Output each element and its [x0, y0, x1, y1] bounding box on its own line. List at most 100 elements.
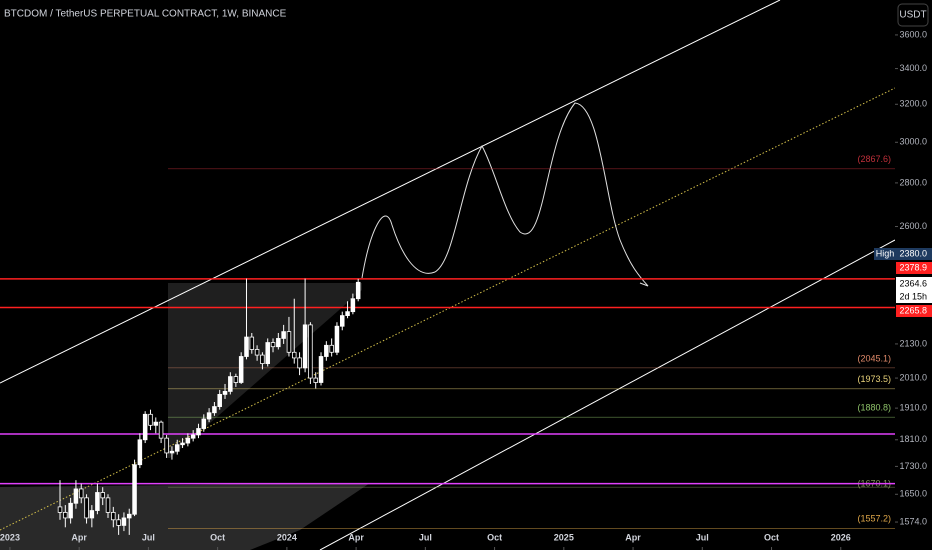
candle-body [228, 376, 233, 392]
candle-body [196, 428, 201, 436]
x-tick-label: 2025 [554, 532, 574, 542]
candle-body [111, 511, 116, 521]
candle-body [84, 497, 89, 519]
candle-body [63, 511, 68, 519]
y-tick-label: 3200.0 [899, 99, 927, 109]
y-tick-label: 1910.0 [899, 402, 927, 412]
level-label: (2867.6) [857, 154, 891, 164]
countdown: 2d 15h [899, 291, 927, 301]
candle-body [313, 377, 318, 383]
projection-drawing [361, 102, 649, 287]
y-tick-label: 2130.0 [899, 338, 927, 348]
candle-body [137, 439, 143, 466]
level-label: (1973.5) [857, 374, 891, 384]
candle-body [153, 421, 159, 426]
candle-body [132, 464, 137, 515]
y-tick-label: 2010.0 [899, 372, 927, 382]
y-tick-label: 3600.0 [899, 29, 927, 39]
candle-body [105, 497, 111, 513]
x-tick-label: Apr [625, 532, 641, 542]
candle-body [148, 413, 153, 426]
y-tick-label: 3400.0 [899, 63, 927, 73]
candle-body [318, 356, 324, 383]
candle-body [169, 450, 175, 454]
candle-body [190, 434, 196, 439]
candle-body [164, 437, 169, 454]
last-price: 2364.6 [899, 278, 927, 288]
x-tick-label: Oct [764, 532, 779, 542]
y-tick-label: 1730.0 [899, 461, 927, 471]
candle-body [238, 356, 244, 383]
shaded-zone [168, 283, 362, 458]
candle-body [340, 315, 345, 327]
candle-body [73, 488, 79, 504]
y-tick-label: 1810.0 [899, 434, 927, 444]
currency-button[interactable] [897, 3, 929, 27]
candle-body [297, 357, 302, 369]
candle-body [281, 331, 286, 339]
candle-body [270, 342, 276, 348]
candle-body [302, 324, 308, 369]
x-tick-label: 2023 [0, 532, 20, 542]
candle-body [260, 354, 265, 365]
candle-body [57, 506, 63, 513]
y-tick-label: 1574.0 [899, 516, 927, 526]
level-label: (1880.8) [857, 403, 891, 413]
chart-title: BTCDOM / TetherUS PERPETUAL CONTRACT, 1W… [4, 9, 287, 20]
candle-body [180, 442, 185, 446]
last-price-bg [896, 277, 932, 303]
x-tick-label: Oct [210, 532, 225, 542]
y-tick-label: 2600.0 [899, 221, 927, 231]
candle-body [265, 342, 270, 365]
candle-body [329, 344, 334, 353]
y-tick-label: 3000.0 [899, 137, 927, 147]
high-tag-bg [874, 248, 896, 260]
level-badge: 2378.9 [899, 262, 927, 272]
high-label: 2380.0 [899, 248, 927, 258]
x-tick-label: 2026 [831, 532, 851, 542]
high-tag: High [876, 248, 895, 258]
candle-body [350, 298, 356, 313]
candle-body [286, 331, 292, 353]
candle-body [116, 519, 121, 526]
x-tick-label: Jul [142, 532, 155, 542]
high-label-bg [896, 248, 932, 260]
candle-body [158, 421, 164, 439]
y-tick-label: 2800.0 [899, 177, 927, 187]
candle-body [276, 338, 281, 348]
candle-body [206, 412, 212, 420]
price-axis [895, 0, 932, 550]
candle-body [142, 413, 148, 441]
candle-body [308, 324, 313, 379]
trend-line [319, 239, 896, 550]
x-tick-label: Apr [71, 532, 87, 542]
currency-label[interactable]: USDT [899, 10, 926, 21]
candle-body [355, 281, 361, 300]
x-tick-label: Oct [487, 532, 502, 542]
candle-body [324, 344, 329, 357]
x-tick-label: 2024 [277, 532, 297, 542]
candle-body [233, 376, 239, 383]
candle-body [201, 418, 207, 429]
x-tick-label: Jul [696, 532, 709, 542]
level-badge: 2265.8 [899, 305, 927, 315]
candle-body [100, 492, 105, 499]
candle-body [222, 391, 228, 395]
candle-body [291, 351, 297, 359]
candle-body [174, 444, 180, 452]
candle-body [212, 406, 217, 414]
x-tick-label: Apr [348, 532, 364, 542]
candle-body [217, 394, 222, 407]
trend-line [0, 0, 781, 384]
candle-body [185, 437, 191, 444]
x-tick-label: Jul [419, 532, 432, 542]
candle-body [95, 492, 100, 511]
candle-body [68, 502, 73, 519]
level-label: (1557.2) [857, 514, 891, 524]
candle-body [78, 488, 84, 499]
level-badge-bg [896, 305, 932, 317]
candle-body [121, 517, 127, 526]
level-badge-bg [896, 262, 932, 274]
